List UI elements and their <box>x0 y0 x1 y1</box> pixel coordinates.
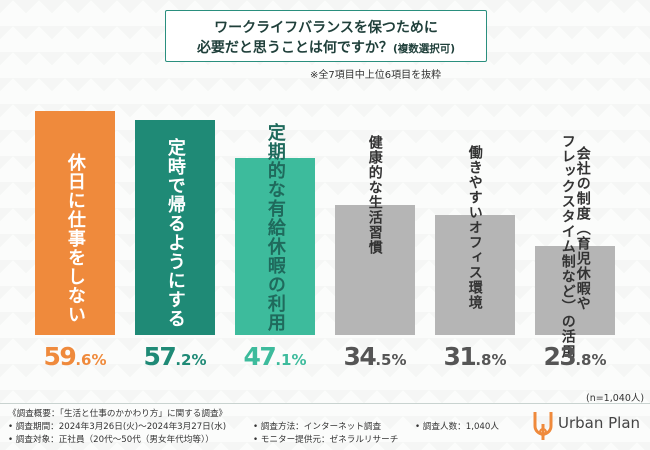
value-label-4: 34.5% <box>343 342 407 371</box>
survey-overview: 《調査概要：「生活と仕事のかかわり方」に関する調査》 <box>8 409 228 419</box>
monitor-provider: • モニター提供元：ゼネラルリサーチ <box>253 435 399 445</box>
value-label-5: 31.8% <box>443 342 507 371</box>
survey-target: • 調査対象：正社員（20代～50代（男女年代均等）） <box>8 435 214 445</box>
footer-divider <box>0 403 650 404</box>
logo-text: Urban Plan <box>558 414 641 432</box>
bar-label-2: 定時で帰るようにする <box>164 138 186 328</box>
bar-label-6-2: フレックスタイム制など）の活用 <box>559 134 576 359</box>
title-box: ワークライフバランスを保つために 必要だと思うことは何ですか？(複数選択可) <box>165 10 487 62</box>
survey-method: • 調査方法：インターネット調査 <box>253 422 382 432</box>
value-label-6: 23.8% <box>543 342 607 371</box>
bar-label-5: 働きやすいオフィス環境 <box>466 145 483 310</box>
sample-size-note: (n=1,040人) <box>586 393 645 404</box>
bar-5 <box>435 215 515 335</box>
excerpt-note: ※全7項目中上位6項目を抜粋 <box>310 70 442 81</box>
respondent-count: • 調査人数：1,040人 <box>415 422 499 432</box>
bar-2 <box>135 120 215 335</box>
title-main: 必要だと思うことは何ですか？ <box>196 40 393 56</box>
bar-3 <box>235 158 315 335</box>
bar-4 <box>335 205 415 335</box>
value-label-1: 59.6% <box>43 342 107 371</box>
value-label-2: 57.2% <box>143 342 207 371</box>
urban-plan-logo-icon <box>533 412 553 440</box>
title-line-1: ワークライフバランスを保つために <box>214 20 438 36</box>
title-line-2: 必要だと思うことは何ですか？(複数選択可) <box>166 37 486 57</box>
bar-6 <box>535 246 615 335</box>
bar-label-4: 健康的な生活習慣 <box>366 135 383 255</box>
bar-label-1: 休日に仕事をしない <box>64 153 86 324</box>
title-note: (複数選択可) <box>392 43 456 55</box>
survey-period: • 調査期間：2024年3月26日(火)～2024年3月27日(水) <box>8 422 227 432</box>
value-label-3: 47.1% <box>243 342 307 371</box>
bar-label-3: 定期的な有給休暇の利用 <box>264 123 286 332</box>
bar-label-6-1: 会社の制度（育児休暇や <box>574 146 591 311</box>
bar-1 <box>35 111 115 335</box>
